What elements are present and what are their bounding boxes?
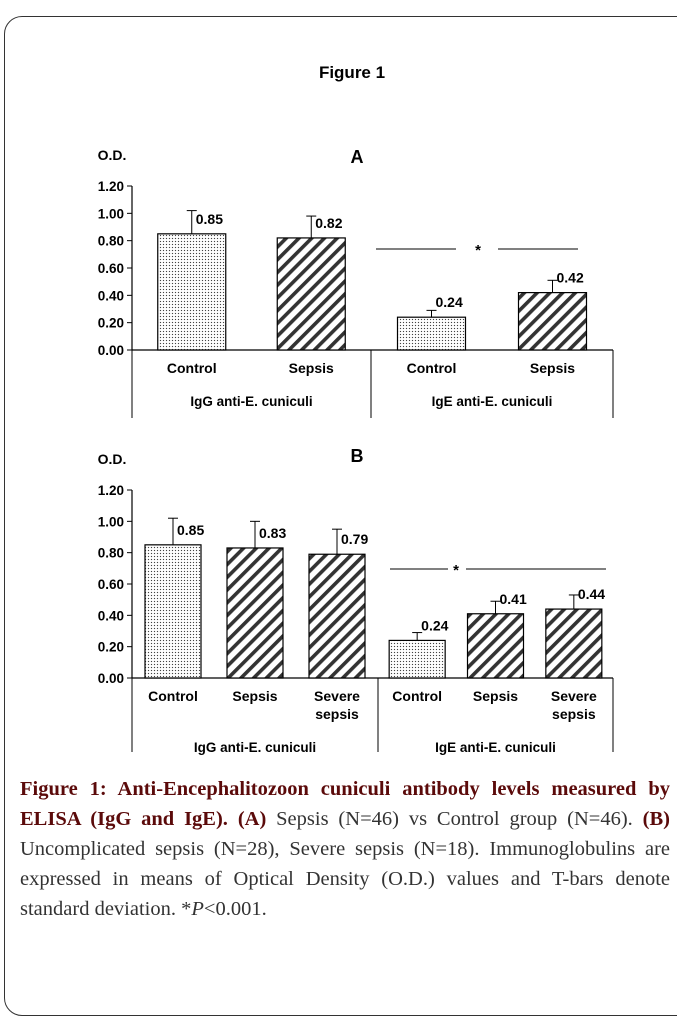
y-tick-label: 0.80: [98, 546, 124, 561]
bar-value-label: 0.44: [578, 586, 605, 602]
figure-caption: Figure 1: Anti-Encephalitozoon cuniculi …: [20, 774, 670, 924]
y-tick-label: 0.40: [98, 608, 124, 623]
caption-p-italic: P: [191, 898, 204, 920]
y-tick-label: 0.20: [98, 316, 124, 331]
significance-marker: *: [453, 562, 459, 579]
category-label: Sepsis: [530, 360, 575, 376]
category-label: Severe: [551, 688, 597, 704]
category-label: Control: [167, 360, 217, 376]
bar: [396, 316, 467, 351]
bar-value-label: 0.85: [177, 522, 204, 538]
caption-p-rest: <0.001.: [203, 898, 267, 920]
category-label: Control: [148, 688, 198, 704]
group-label: IgE anti-E. cuniculi: [432, 394, 553, 409]
caption-b-text: Uncomplicated sepsis (N=28), Severe seps…: [20, 838, 670, 920]
caption-b-label: (B): [642, 808, 670, 830]
y-tick-label: 1.00: [98, 206, 124, 221]
bar-value-label: 0.24: [436, 294, 463, 310]
bar: [388, 639, 446, 679]
y-axis-label: O.D.: [98, 147, 127, 163]
category-label: Control: [392, 688, 442, 704]
panel-label: A: [351, 147, 364, 167]
y-tick-label: 0.60: [98, 261, 124, 276]
category-label: Sepsis: [289, 360, 334, 376]
bar-value-label: 0.79: [341, 531, 368, 547]
category-label: sepsis: [315, 706, 359, 722]
category-label: Control: [407, 360, 457, 376]
panel-label: B: [351, 446, 364, 466]
y-tick-label: 0.80: [98, 234, 124, 249]
figure-label: Figure 1: [319, 63, 385, 82]
group-label: IgG anti-E. cuniculi: [190, 394, 312, 409]
category-label: Severe: [314, 688, 360, 704]
y-axis-label: O.D.: [98, 451, 127, 467]
y-tick-label: 0.00: [98, 671, 124, 686]
y-tick-label: 0.60: [98, 577, 124, 592]
figure-chart-area: Figure 1 A O.D. 0.00 0.20 0.40 0.60 0.80 1.00 1.…: [98, 63, 614, 755]
bar: [466, 613, 525, 679]
y-tick-label: 1.20: [98, 179, 124, 194]
group-label: IgG anti-E. cuniculi: [194, 740, 316, 755]
bar: [517, 292, 588, 351]
bar-value-label: 0.85: [196, 211, 223, 227]
y-tick-label: 1.20: [98, 483, 124, 498]
significance-marker: *: [475, 242, 481, 259]
bar-value-label: 0.41: [500, 591, 527, 607]
bar: [545, 608, 603, 679]
y-tick-label: 1.00: [98, 514, 124, 529]
bar-value-label: 0.42: [557, 270, 584, 286]
bar: [308, 553, 366, 679]
bar: [144, 544, 202, 679]
caption-a-label: (A): [237, 808, 267, 830]
group-label: IgE anti-E. cuniculi: [435, 740, 556, 755]
y-tick-label: 0.40: [98, 288, 124, 303]
bar-value-label: 0.83: [259, 525, 286, 541]
y-tick-label: 0.20: [98, 640, 124, 655]
bar: [226, 547, 284, 679]
bar: [276, 237, 346, 351]
bar-value-label: 0.24: [421, 617, 448, 633]
caption-a-text: Sepsis (N=46) vs Control group (N=46).: [276, 808, 633, 830]
category-label: Sepsis: [232, 688, 277, 704]
y-tick-label: 0.00: [98, 343, 124, 358]
category-label: Sepsis: [473, 688, 518, 704]
bar-value-label: 0.82: [315, 215, 342, 231]
bar: [157, 233, 227, 351]
caption-title: Figure 1: Anti-Encephalitozoon cuniculi …: [20, 778, 670, 830]
category-label: sepsis: [552, 706, 596, 722]
